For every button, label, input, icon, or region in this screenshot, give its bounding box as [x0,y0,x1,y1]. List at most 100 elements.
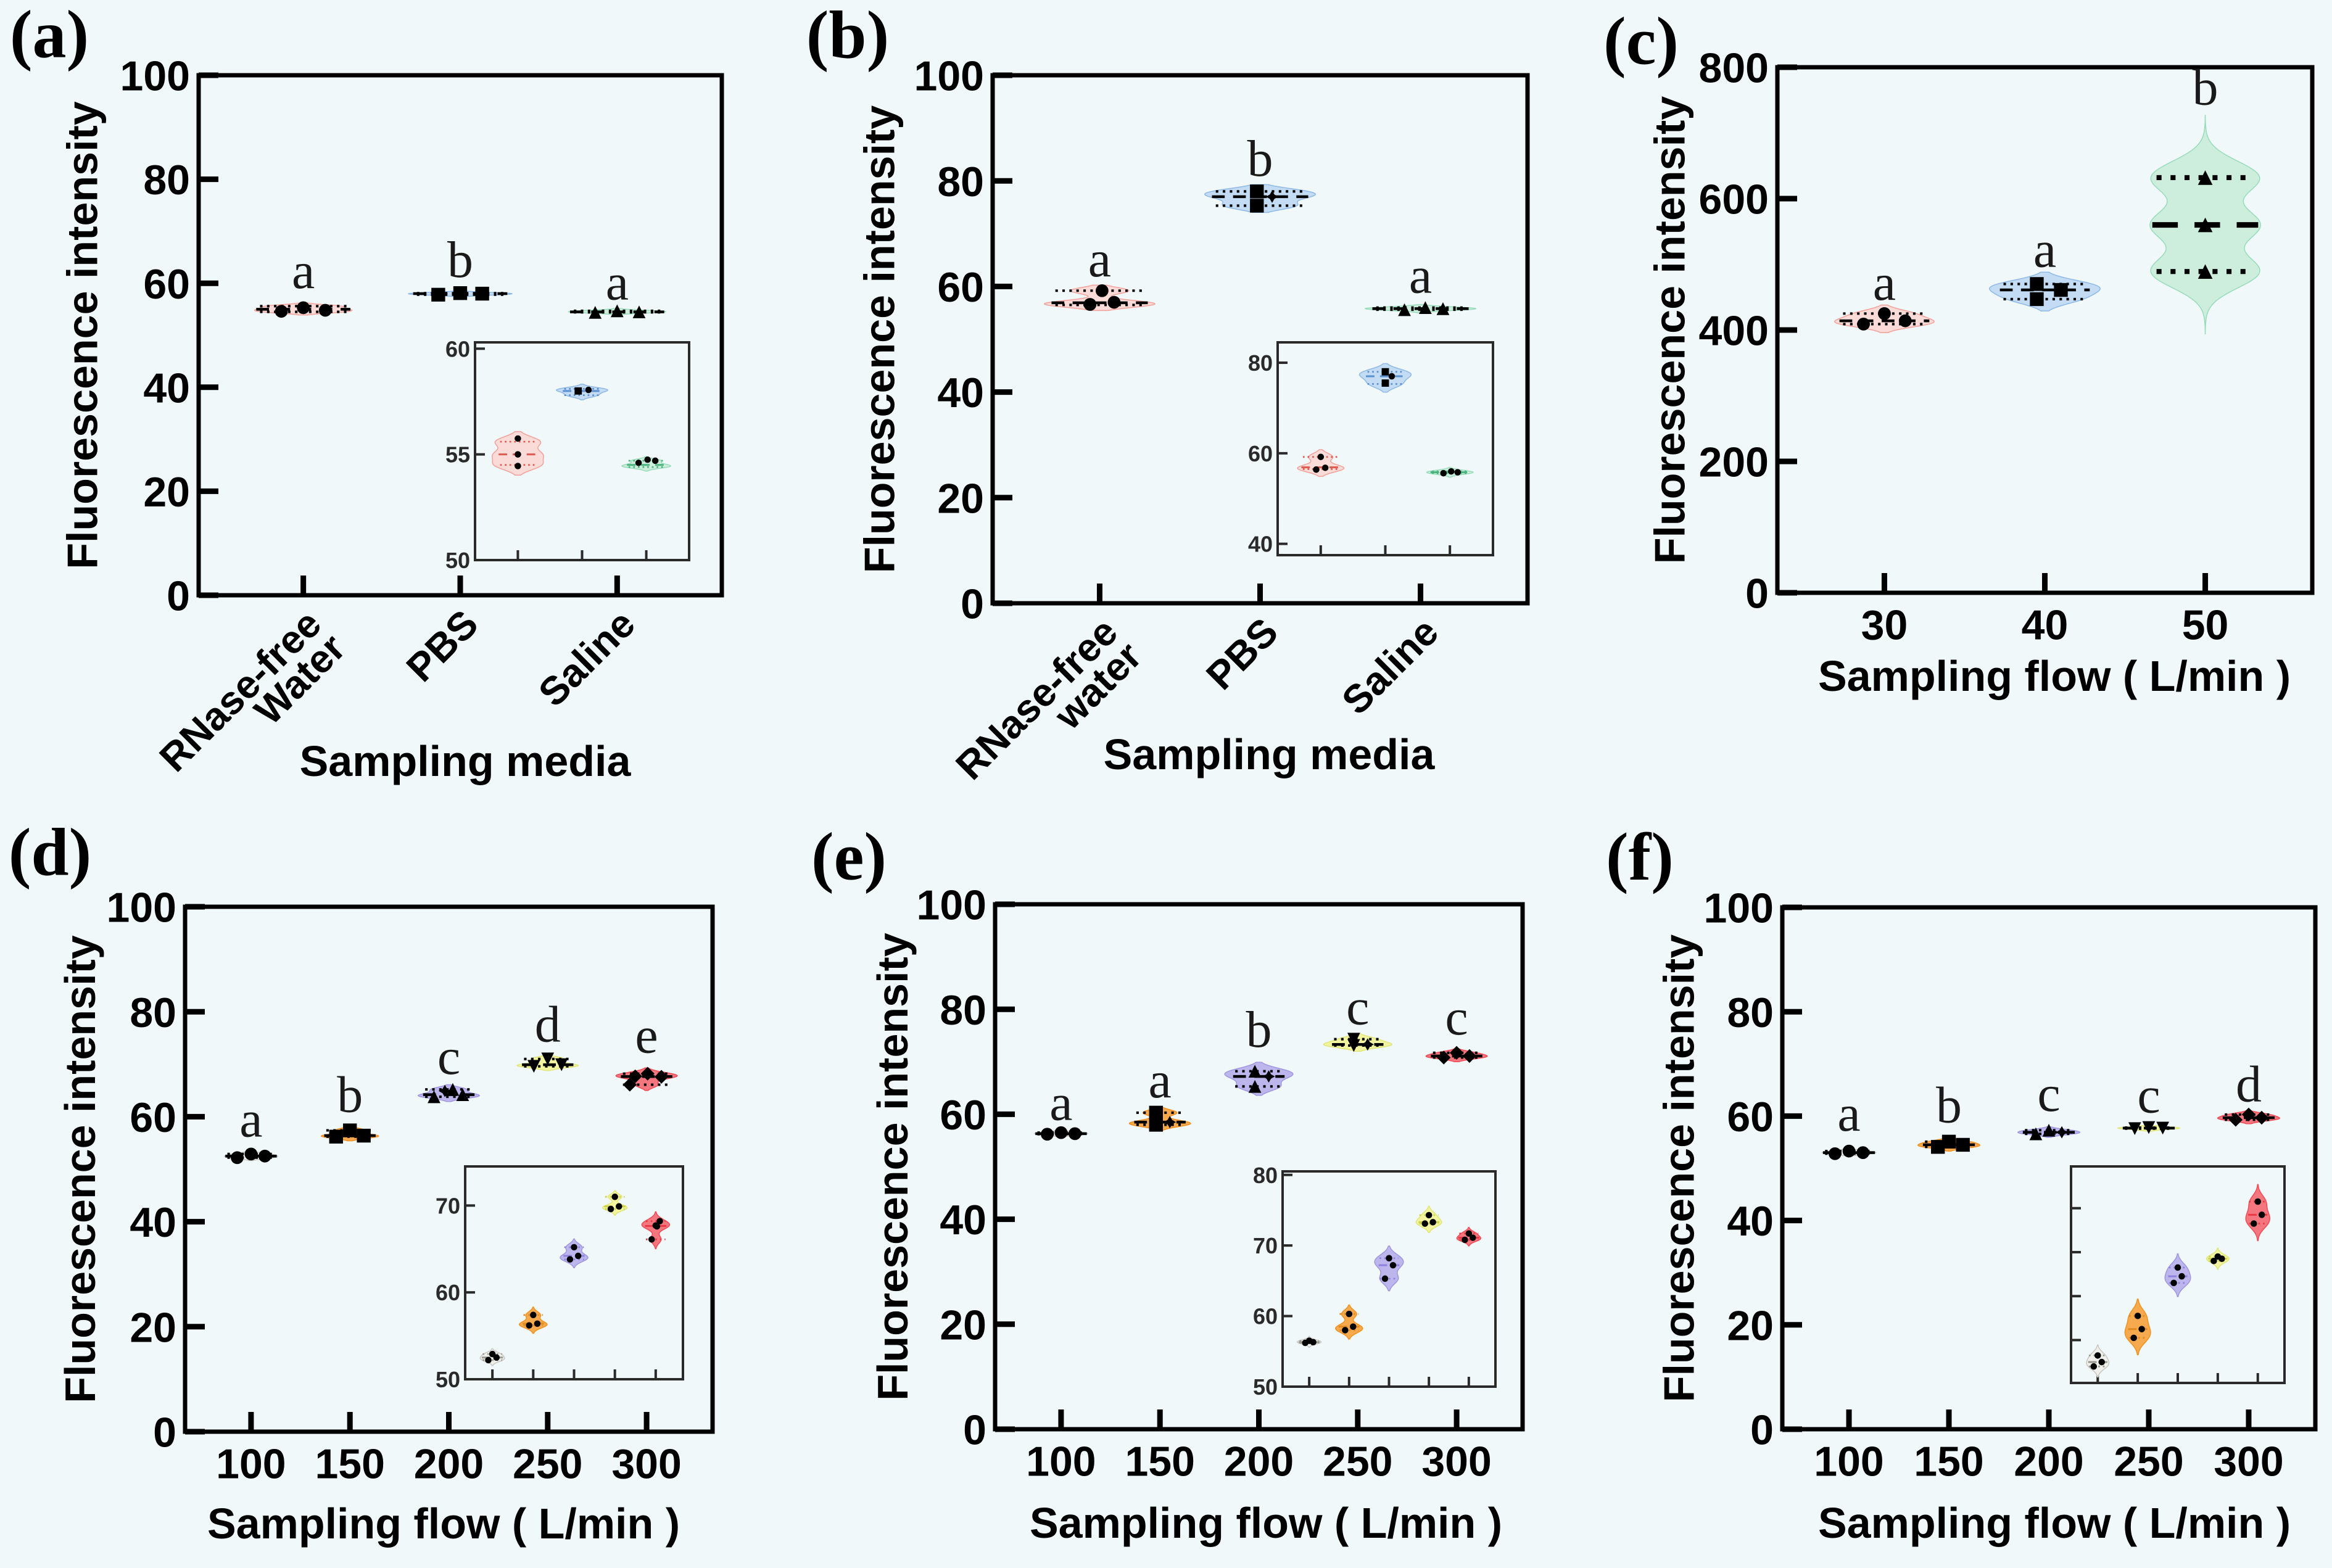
svg-text:b: b [447,231,473,289]
svg-text:a: a [1149,1052,1172,1109]
svg-text:0: 0 [167,573,190,620]
svg-text:60: 60 [940,1092,986,1139]
svg-text:c: c [2137,1067,2160,1124]
svg-text:80: 80 [143,157,190,204]
svg-text:Sampling flow ( L/min ): Sampling flow ( L/min ) [1818,652,2291,700]
svg-text:80: 80 [1248,350,1273,376]
svg-text:Sampling flow ( L/min ): Sampling flow ( L/min ) [207,1500,680,1548]
svg-text:c: c [437,1028,460,1086]
svg-text:(d): (d) [9,814,91,889]
svg-text:40: 40 [130,1199,176,1246]
svg-text:b: b [1246,1001,1272,1058]
svg-text:40: 40 [940,1197,986,1244]
svg-text:0: 0 [1745,571,1769,617]
svg-text:50: 50 [445,548,470,573]
svg-text:200: 200 [1699,439,1769,486]
svg-text:c: c [1346,979,1369,1036]
svg-text:250: 250 [2114,1438,2183,1485]
svg-text:(a): (a) [10,0,89,72]
svg-text:80: 80 [1727,989,1774,1036]
svg-text:60: 60 [1253,1304,1278,1329]
svg-text:Fluorescence intensity: Fluorescence intensity [1655,935,1703,1403]
svg-text:300: 300 [611,1440,681,1487]
svg-text:20: 20 [143,469,190,516]
svg-text:50: 50 [436,1367,460,1392]
svg-text:0: 0 [1750,1407,1774,1454]
svg-text:60: 60 [1248,441,1273,466]
svg-text:Fluorescence intensity: Fluorescence intensity [869,933,917,1401]
svg-text:(e): (e) [811,819,887,894]
svg-text:0: 0 [963,1407,986,1454]
svg-text:80: 80 [1253,1163,1278,1188]
svg-text:800: 800 [1699,45,1769,92]
svg-text:a: a [1873,254,1896,312]
svg-text:20: 20 [937,475,984,522]
svg-text:60: 60 [436,1280,460,1305]
svg-text:b: b [337,1067,363,1124]
svg-text:a: a [1409,247,1432,304]
svg-text:80: 80 [940,987,986,1034]
svg-text:60: 60 [1727,1094,1774,1141]
svg-text:20: 20 [1727,1302,1774,1349]
svg-text:a: a [1088,231,1111,288]
svg-text:60: 60 [937,264,984,311]
svg-text:100: 100 [1814,1438,1883,1485]
svg-text:80: 80 [130,989,176,1036]
svg-text:d: d [535,996,561,1053]
svg-text:e: e [635,1007,658,1064]
svg-text:b: b [1936,1076,1962,1134]
svg-text:70: 70 [1253,1233,1278,1258]
svg-text:0: 0 [153,1409,176,1456]
svg-text:55: 55 [445,442,470,468]
svg-text:c: c [1445,989,1468,1046]
svg-text:80: 80 [937,159,984,205]
svg-text:150: 150 [1125,1438,1194,1485]
svg-text:a: a [239,1091,262,1149]
svg-text:60: 60 [130,1094,176,1141]
svg-text:250: 250 [513,1440,582,1487]
svg-text:Fluorescence intensity: Fluorescence intensity [856,105,904,574]
svg-text:200: 200 [2014,1438,2083,1485]
svg-text:Fluorescence intensity: Fluorescence intensity [58,101,106,569]
svg-text:b: b [1247,130,1273,188]
svg-text:100: 100 [216,1440,286,1487]
svg-text:a: a [292,242,315,300]
svg-text:250: 250 [1323,1438,1392,1485]
svg-text:a: a [2033,221,2056,279]
svg-text:100: 100 [917,882,986,929]
svg-text:a: a [606,254,629,311]
svg-text:100: 100 [107,885,176,931]
svg-text:40: 40 [2022,601,2069,648]
svg-text:d: d [2236,1056,2262,1113]
svg-text:200: 200 [414,1440,484,1487]
svg-text:a: a [1837,1085,1860,1142]
svg-text:600: 600 [1699,176,1769,223]
svg-text:100: 100 [120,53,190,100]
svg-text:c: c [2037,1065,2060,1123]
svg-text:150: 150 [315,1440,384,1487]
svg-text:(f): (f) [1606,819,1674,894]
svg-text:Sampling flow ( L/min ): Sampling flow ( L/min ) [1030,1499,1502,1547]
svg-text:a: a [1049,1075,1072,1132]
svg-text:40: 40 [1248,532,1273,557]
svg-text:300: 300 [1421,1438,1491,1485]
svg-text:150: 150 [1914,1438,1983,1485]
svg-text:(c): (c) [1603,3,1679,78]
svg-text:50: 50 [1253,1374,1278,1400]
svg-text:Fluorescence intensity: Fluorescence intensity [56,935,104,1403]
svg-text:60: 60 [143,261,190,308]
svg-text:40: 40 [143,365,190,411]
svg-text:Fluorescence intensity: Fluorescence intensity [1645,96,1693,564]
svg-text:300: 300 [2214,1438,2283,1485]
svg-text:20: 20 [940,1302,986,1348]
svg-text:40: 40 [937,369,984,416]
svg-text:Sampling flow ( L/min ): Sampling flow ( L/min ) [1818,1499,2291,1547]
svg-text:400: 400 [1699,308,1769,355]
svg-text:20: 20 [130,1304,176,1351]
svg-text:50: 50 [2182,601,2229,648]
svg-text:100: 100 [914,53,984,100]
svg-text:(b): (b) [806,0,889,72]
svg-text:60: 60 [445,336,470,361]
svg-text:b: b [2193,59,2218,117]
svg-text:200: 200 [1224,1438,1294,1485]
